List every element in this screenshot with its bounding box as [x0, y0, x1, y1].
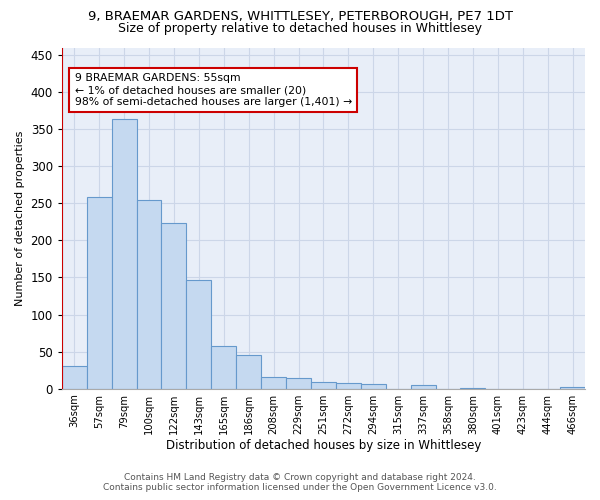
X-axis label: Distribution of detached houses by size in Whittlesey: Distribution of detached houses by size … — [166, 440, 481, 452]
Text: Contains HM Land Registry data © Crown copyright and database right 2024.
Contai: Contains HM Land Registry data © Crown c… — [103, 473, 497, 492]
Text: 9 BRAEMAR GARDENS: 55sqm
← 1% of detached houses are smaller (20)
98% of semi-de: 9 BRAEMAR GARDENS: 55sqm ← 1% of detache… — [75, 74, 352, 106]
Y-axis label: Number of detached properties: Number of detached properties — [15, 130, 25, 306]
Bar — [361, 384, 386, 388]
Bar — [87, 198, 112, 388]
Bar — [286, 378, 311, 388]
Bar — [311, 382, 336, 388]
Bar — [336, 383, 361, 388]
Bar — [187, 280, 211, 388]
Bar — [161, 222, 187, 388]
Bar — [236, 356, 261, 388]
Bar — [137, 200, 161, 388]
Bar — [261, 377, 286, 388]
Bar — [211, 346, 236, 389]
Bar — [112, 120, 137, 388]
Bar — [410, 385, 436, 388]
Text: 9, BRAEMAR GARDENS, WHITTLESEY, PETERBOROUGH, PE7 1DT: 9, BRAEMAR GARDENS, WHITTLESEY, PETERBOR… — [88, 10, 512, 23]
Bar — [560, 387, 585, 388]
Text: Size of property relative to detached houses in Whittlesey: Size of property relative to detached ho… — [118, 22, 482, 35]
Bar — [62, 366, 87, 388]
